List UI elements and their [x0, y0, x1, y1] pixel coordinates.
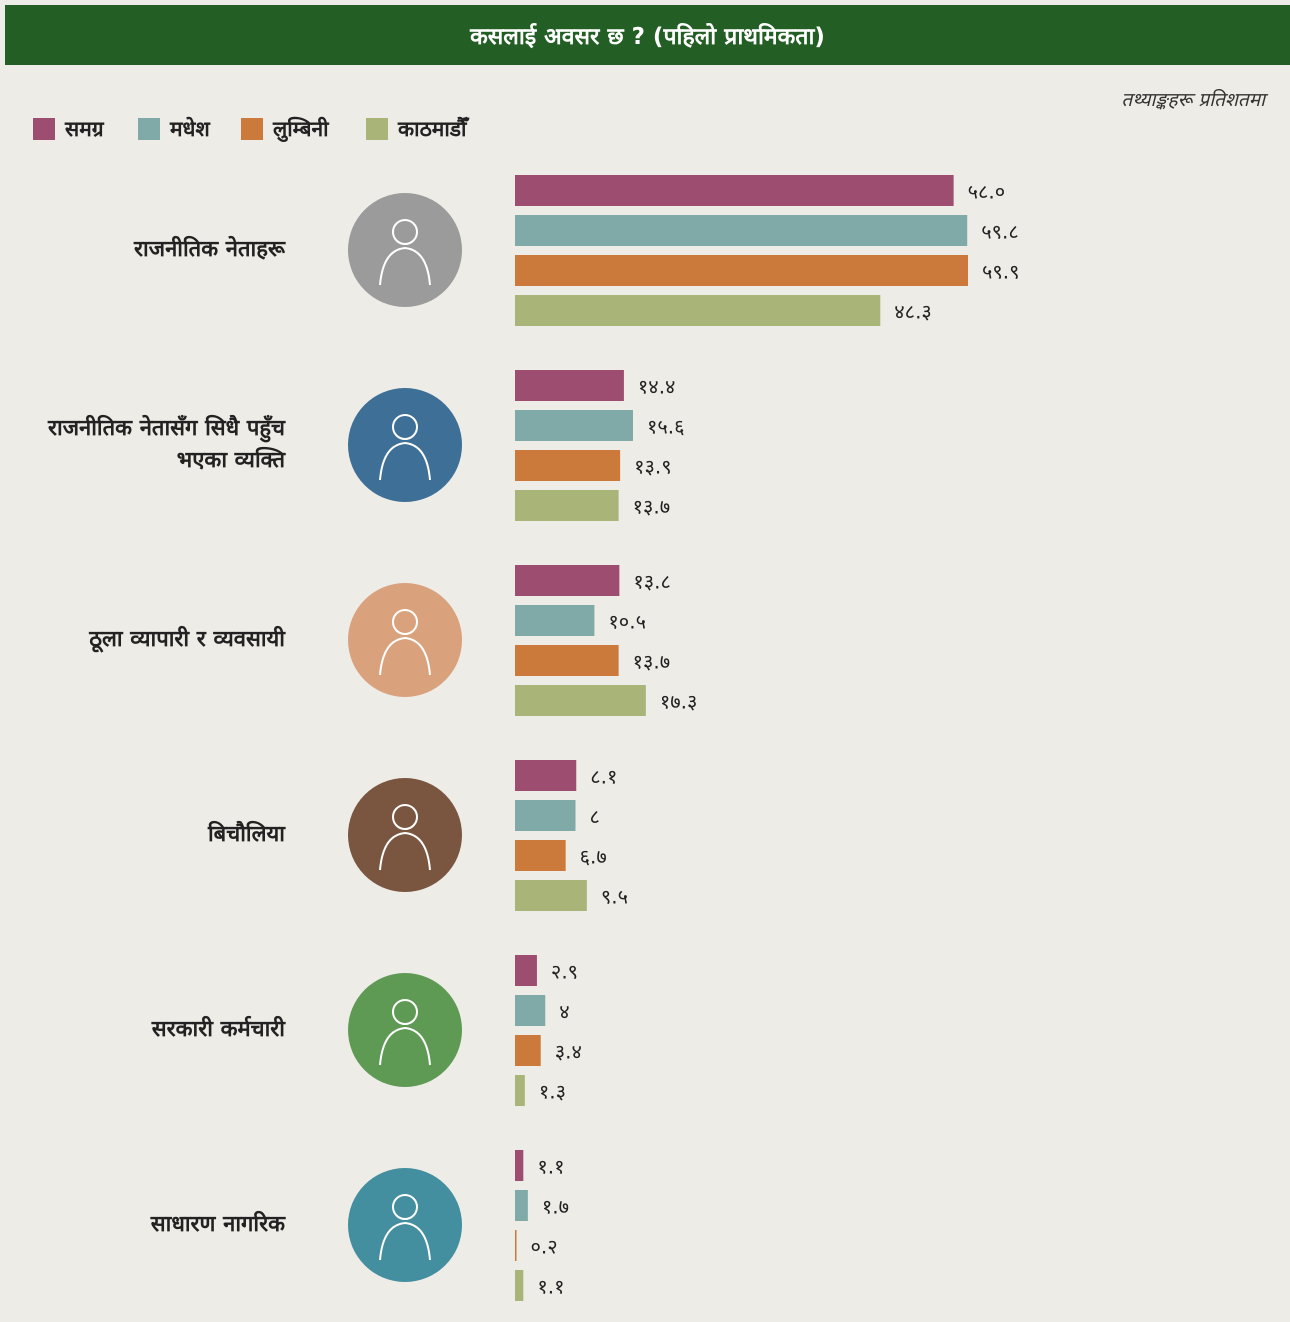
- bar: [515, 450, 621, 481]
- bar: [515, 370, 624, 401]
- icon-figure: [379, 1221, 431, 1261]
- icon-figure: [379, 441, 431, 481]
- category-label: राजनीतिक नेतासँग सिधै पहुँच भएका व्यक्ति: [48, 416, 285, 473]
- bar: [515, 800, 576, 831]
- value-label: ५९.९: [982, 260, 1020, 284]
- bar: [515, 685, 646, 716]
- legend-swatch: [366, 118, 388, 140]
- category-label: सरकारी कर्मचारी: [151, 1017, 285, 1042]
- category-label: बिचौलिया: [207, 822, 285, 847]
- value-label: ३.४: [555, 1040, 582, 1064]
- icon-figure: [379, 246, 431, 286]
- bar: [515, 880, 587, 911]
- value-label: १.३: [539, 1080, 566, 1104]
- legend-swatch: [241, 118, 263, 140]
- legend-label: समग्र: [64, 117, 105, 141]
- legend-label: लुम्बिनी: [272, 116, 330, 143]
- bar: [515, 1075, 525, 1106]
- category-label: साधारण नागरिक: [150, 1212, 285, 1237]
- value-label: १३.९: [634, 455, 672, 479]
- icon: [348, 778, 462, 892]
- value-label: १७.३: [660, 690, 698, 714]
- value-label: १३.८: [633, 570, 671, 594]
- note: तथ्याङ्कहरू प्रतिशतमा: [1121, 89, 1265, 111]
- icon-figure: [392, 609, 418, 635]
- bar: [515, 995, 546, 1026]
- legend-label: मधेश: [169, 116, 210, 141]
- icon: [348, 388, 462, 502]
- value-label: १.१: [537, 1155, 564, 1179]
- bar: [515, 295, 881, 326]
- icon-figure: [379, 1026, 431, 1066]
- bar: [515, 840, 566, 871]
- value-label: ५९.८: [981, 220, 1019, 244]
- bar: [515, 605, 595, 636]
- value-label: ४: [559, 1000, 569, 1024]
- icon: [348, 583, 462, 697]
- legend-label: काठमाडौँ: [397, 116, 469, 141]
- value-label: ०.२: [531, 1235, 558, 1259]
- value-label: १४.४: [638, 375, 676, 399]
- icon-figure: [379, 636, 431, 676]
- category-label: राजनीतिक नेताहरू: [134, 237, 285, 262]
- bar: [515, 1035, 541, 1066]
- bar: [515, 175, 954, 206]
- value-label: २.९: [551, 960, 578, 984]
- icon-figure: [379, 831, 431, 871]
- category-label: ठूला व्यापारी र व्यवसायी: [89, 627, 285, 652]
- icon-figure: [392, 804, 418, 830]
- value-label: ४८.३: [894, 300, 932, 324]
- bar: [515, 215, 968, 246]
- icon-figure: [392, 1194, 418, 1220]
- icon-figure: [392, 219, 418, 245]
- bar: [515, 255, 968, 286]
- icon: [348, 973, 462, 1087]
- value-label: १३.७: [633, 650, 671, 674]
- value-label: १.७: [542, 1195, 569, 1219]
- icon-figure: [392, 999, 418, 1025]
- bar: [515, 1230, 517, 1261]
- bar: [515, 1150, 524, 1181]
- value-label: ८.१: [590, 765, 617, 789]
- bar: [515, 645, 619, 676]
- legend-swatch: [138, 118, 160, 140]
- bar: [515, 955, 537, 986]
- chart-title: कसलाई अवसर छ ? (पहिलो प्राथमिकता): [5, 5, 1290, 65]
- value-label: ५८.०: [968, 180, 1006, 204]
- value-label: १३.७: [633, 495, 671, 519]
- icon-figure: [392, 414, 418, 440]
- legend-swatch: [33, 118, 55, 140]
- value-label: १.१: [537, 1275, 564, 1299]
- value-label: ६.७: [580, 845, 607, 869]
- bar: [515, 1270, 524, 1301]
- bar: [515, 490, 619, 521]
- bar: [515, 410, 633, 441]
- value-label: ८: [590, 805, 600, 829]
- bar: [515, 565, 620, 596]
- value-label: १०.५: [608, 610, 646, 634]
- value-label: १५.६: [647, 415, 685, 439]
- icon: [348, 193, 462, 307]
- value-label: ९.५: [601, 885, 628, 909]
- bar: [515, 760, 577, 791]
- bar: [515, 1190, 528, 1221]
- icon: [348, 1168, 462, 1282]
